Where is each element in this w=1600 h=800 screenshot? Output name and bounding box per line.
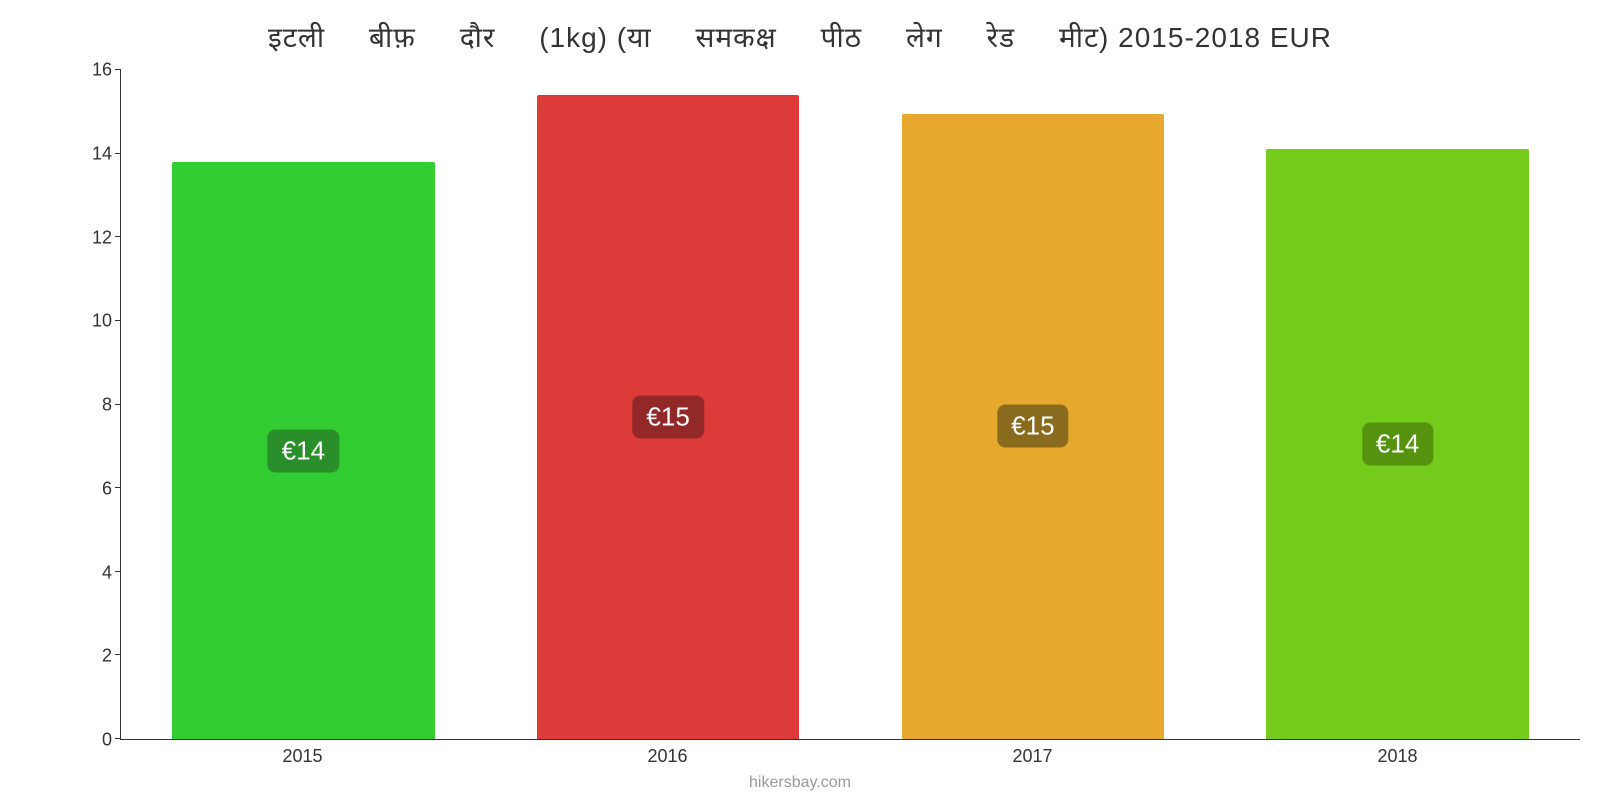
y-tick-label: 4 (102, 562, 112, 583)
y-tick-label: 12 (92, 227, 112, 248)
attribution-text: hikersbay.com (0, 774, 1600, 792)
y-axis: 0246810121416 (70, 70, 120, 740)
y-tick-mark (115, 69, 121, 70)
y-tick-mark (115, 320, 121, 321)
y-tick-label: 14 (92, 143, 112, 164)
bar: €15 (537, 95, 800, 739)
chart-container: इटली बीफ़ दौर (1kg) (या समकक्ष पीठ लेग र… (0, 0, 1600, 800)
value-badge: €14 (1362, 423, 1433, 466)
bar: €15 (902, 114, 1165, 739)
x-tick-label: 2017 (1012, 746, 1052, 767)
chart-title: इटली बीफ़ दौर (1kg) (या समकक्ष पीठ लेग र… (0, 0, 1600, 56)
bar: €14 (172, 162, 435, 739)
y-tick-mark (115, 153, 121, 154)
y-tick-label: 6 (102, 478, 112, 499)
value-badge: €14 (268, 429, 339, 472)
bar: €14 (1266, 149, 1529, 739)
y-tick-label: 8 (102, 395, 112, 416)
y-tick-mark (115, 738, 121, 739)
y-tick-label: 16 (92, 60, 112, 81)
y-tick-label: 0 (102, 730, 112, 751)
y-tick-label: 10 (92, 311, 112, 332)
y-tick-mark (115, 654, 121, 655)
y-tick-mark (115, 487, 121, 488)
bars-layer: €14 €15 €15 €14 (121, 70, 1580, 739)
y-tick-mark (115, 571, 121, 572)
plot-area: €14 €15 €15 €14 (120, 70, 1580, 740)
y-tick-mark (115, 236, 121, 237)
y-tick-mark (115, 404, 121, 405)
x-tick-label: 2016 (647, 746, 687, 767)
y-tick-label: 2 (102, 646, 112, 667)
x-tick-label: 2018 (1377, 746, 1417, 767)
x-axis-labels: 2015 2016 2017 2018 (120, 746, 1580, 774)
plot-region: 0246810121416 €14€15€15€14 2015201620172… (70, 70, 1580, 740)
value-badge: €15 (632, 396, 703, 439)
x-tick-label: 2015 (282, 746, 322, 767)
value-badge: €15 (997, 405, 1068, 448)
